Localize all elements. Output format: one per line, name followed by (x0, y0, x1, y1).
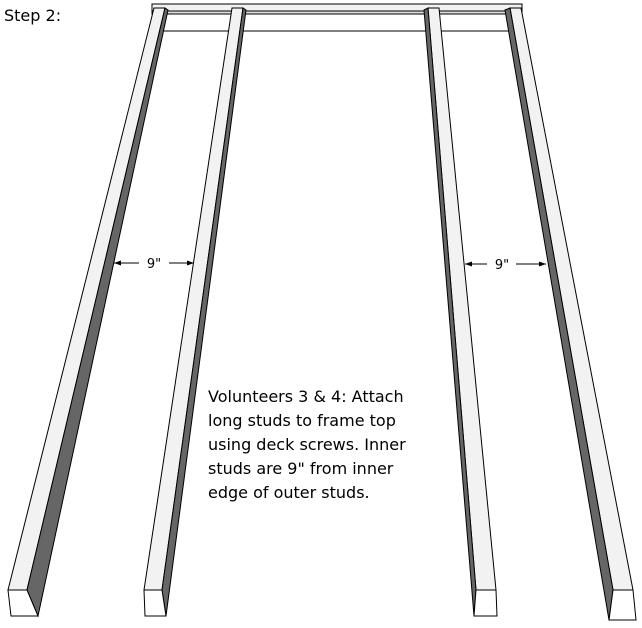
inner-left-stud (143, 7, 247, 617)
instruction-line: edge of outer studs. (208, 483, 370, 502)
instruction-line: using deck screws. Inner (208, 435, 406, 454)
inner-right-stud (423, 7, 498, 617)
step-title: Step 2: (4, 6, 62, 25)
instruction-line: long studs to frame top (208, 411, 396, 430)
dimension-left: 9" (114, 257, 194, 272)
dimension-right: 9" (465, 258, 546, 273)
instruction-line: Volunteers 3 & 4: Attach (208, 387, 404, 406)
frame-top-board (151, 3, 523, 32)
instruction-line: studs are 9" from inner (208, 459, 394, 478)
instruction-text: Volunteers 3 & 4: Attach long studs to f… (208, 385, 448, 505)
dimension-left-label: 9" (147, 257, 161, 272)
outer-left-stud (7, 7, 169, 618)
dimension-right-label: 9" (495, 258, 509, 273)
outer-right-stud (504, 7, 637, 621)
